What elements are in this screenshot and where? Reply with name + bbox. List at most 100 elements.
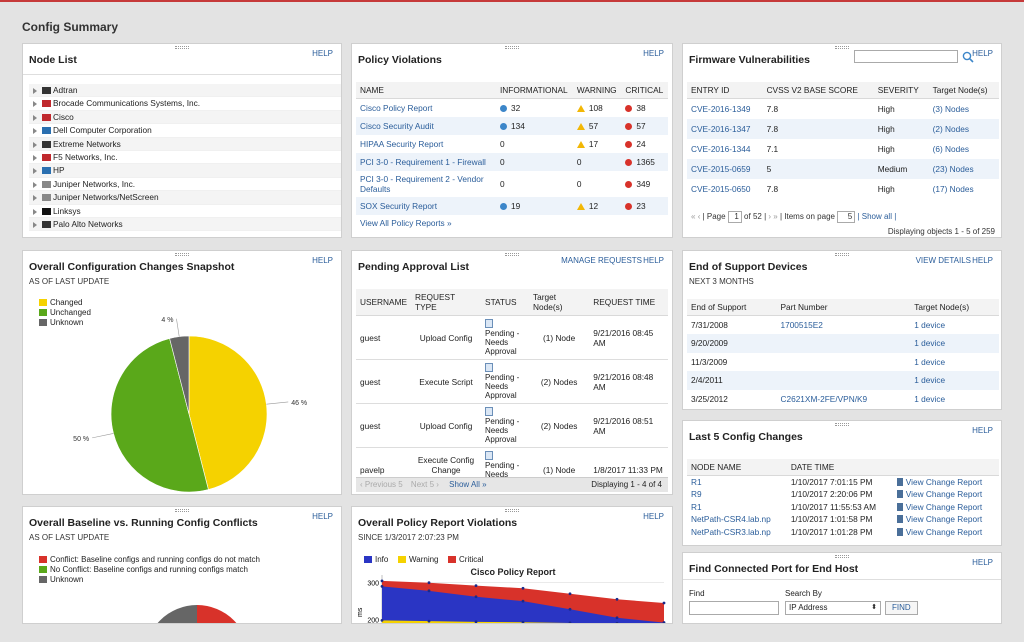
area-point-critical[interactable] [427,581,431,585]
drag-handle[interactable] [835,46,849,49]
cve-link[interactable]: CVE-2016-1349 [691,103,751,114]
manage-requests-link[interactable]: MANAGE REQUESTS [561,256,642,265]
area-point-warning[interactable] [568,621,572,624]
view-details-link[interactable]: VIEW DETAILS [915,256,971,265]
next-5-button[interactable]: Next 5 › [411,480,439,489]
expand-arrow-icon[interactable] [33,195,37,202]
eos-help-link[interactable]: HELP [972,256,993,265]
find-port-help-link[interactable]: HELP [972,558,993,567]
area-point-critical[interactable] [568,592,572,596]
col-severity[interactable]: SEVERITY [873,82,929,99]
device-link[interactable]: 1 device [914,375,946,386]
col-warning[interactable]: WARNING [572,82,622,99]
cve-link[interactable]: CVE-2015-0659 [691,163,751,174]
node-list-item[interactable]: Palo Alto Networks [29,217,341,232]
prev-page-icon[interactable]: ‹ [697,212,701,222]
node-link[interactable]: NetPath-CSR4.lab.np [691,514,771,525]
col-name[interactable]: NAME [356,82,496,99]
drag-handle[interactable] [175,46,189,49]
search-by-select[interactable]: IP Address ⬍ [785,601,881,615]
col-entry-id[interactable]: ENTRY ID [687,82,763,99]
area-point-critical[interactable] [380,579,384,583]
expand-arrow-icon[interactable] [33,208,37,215]
col-target-nodes[interactable]: Target Node(s) [928,82,999,99]
col-cvss-score[interactable]: CVSS V2 BASE SCORE [762,82,874,99]
col-request-type[interactable]: REQUEST TYPE [411,289,482,316]
area-point-warning[interactable] [427,619,431,623]
document-icon[interactable] [485,451,494,460]
area-point-warning[interactable] [474,620,478,623]
drag-handle[interactable] [505,253,519,256]
find-button[interactable]: FIND [885,601,918,615]
col-request-time[interactable]: REQUEST TIME [589,289,668,316]
node-list-item[interactable]: Brocade Communications Systems, Inc. [29,97,341,111]
policy-report-link[interactable]: HIPAA Security Report [360,138,444,149]
view-change-report-link[interactable]: View Change Report [905,477,983,487]
last-page-icon[interactable]: » [773,212,778,222]
col-informational[interactable]: INFORMATIONAL [496,82,573,99]
node-link[interactable]: R1 [691,501,702,512]
view-change-report-link[interactable]: View Change Report [905,501,983,512]
view-all-policy-reports-link[interactable]: View All Policy Reports » [360,217,452,228]
firmware-search-input[interactable] [854,50,958,63]
col-end-of-support[interactable]: End of Support [687,299,777,316]
search-icon[interactable] [962,51,974,63]
view-change-report-link[interactable]: View Change Report [905,514,983,525]
policy-report-link[interactable]: SOX Security Report [360,200,438,211]
drag-handle[interactable] [835,423,849,426]
area-point-critical[interactable] [521,586,525,590]
drag-handle[interactable] [175,253,189,256]
target-nodes-link[interactable]: (6) Nodes [932,143,970,154]
area-point-warning[interactable] [615,621,619,624]
col-username[interactable]: USERNAME [356,289,412,316]
expand-arrow-icon[interactable] [33,181,37,188]
pie-slice-changed[interactable] [188,335,268,490]
node-list-item[interactable]: Cisco [29,110,341,125]
node-link[interactable]: R1 [691,477,702,487]
expand-arrow-icon[interactable] [33,141,37,148]
view-change-report-link[interactable]: View Change Report [905,526,983,537]
baseline-help-link[interactable]: HELP [312,512,333,521]
pending-help-link[interactable]: HELP [643,256,664,265]
page-input[interactable]: 1 [727,211,742,223]
drag-handle[interactable] [835,555,849,558]
first-page-icon[interactable]: « [691,212,696,222]
show-all-link[interactable]: | Show all | [857,212,897,222]
area-point-warning[interactable] [521,620,525,624]
expand-arrow-icon[interactable] [33,114,37,121]
document-icon[interactable] [485,407,494,416]
target-nodes-link[interactable]: (2) Nodes [932,123,970,134]
drag-handle[interactable] [835,253,849,256]
expand-arrow-icon[interactable] [33,128,37,135]
col-target-nodes[interactable]: Target Node(s) [910,299,999,316]
area-point-info[interactable] [568,607,572,611]
area-point-info[interactable] [380,584,384,588]
node-link[interactable]: R9 [691,489,702,500]
policy-report-link[interactable]: Cisco Policy Report [360,102,433,113]
area-point-critical[interactable] [662,601,666,605]
next-page-icon[interactable]: › [768,212,772,222]
device-link[interactable]: 1 device [914,320,946,330]
area-point-info[interactable] [521,599,525,603]
node-list-item[interactable]: Linksys [29,204,341,218]
device-link[interactable]: 1 device [914,338,946,349]
area-point-info[interactable] [474,595,478,599]
node-list-item[interactable]: Extreme Networks [29,137,341,151]
target-nodes-link[interactable]: (23) Nodes [932,163,974,174]
col-part-number[interactable]: Part Number [776,299,911,316]
policy-report-link[interactable]: Cisco Security Audit [360,120,434,131]
view-change-report-link[interactable]: View Change Report [905,489,983,500]
expand-arrow-icon[interactable] [33,221,37,228]
node-list-item[interactable]: Dell Computer Corporation [29,124,341,138]
area-point-info[interactable] [615,616,619,620]
items-on-page-input[interactable]: 5 [837,211,856,223]
area-point-critical[interactable] [615,597,619,601]
col-node-name[interactable]: NODE NAME [687,459,787,476]
node-list-item[interactable]: F5 Networks, Inc. [29,150,341,165]
drag-handle[interactable] [175,509,189,512]
area-point-warning[interactable] [380,618,384,622]
drag-handle[interactable] [505,509,519,512]
firmware-help-link[interactable]: HELP [972,49,993,58]
node-list-item[interactable]: HP [29,164,341,178]
policy-violations-help-link[interactable]: HELP [643,49,664,58]
